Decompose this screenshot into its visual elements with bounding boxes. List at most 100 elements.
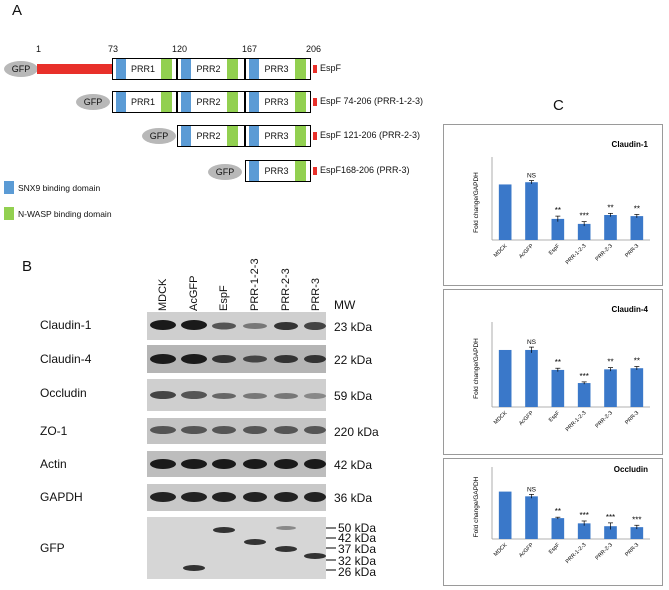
prr2-box: PRR2 bbox=[177, 125, 245, 147]
gfp-tag: GFP bbox=[208, 164, 242, 180]
significance-label: *** bbox=[632, 515, 641, 524]
blot-label: Occludin bbox=[40, 386, 87, 400]
significance-label: *** bbox=[606, 513, 615, 522]
chart-claudin1: Claudin-1 Fold change/GAPDH MDCK NS AcGFP ** E… bbox=[473, 140, 650, 266]
significance-label: NS bbox=[527, 339, 537, 346]
legend-swatch-snx9 bbox=[4, 181, 14, 194]
n-terminal-region bbox=[37, 64, 113, 74]
mw-marker-lines bbox=[326, 527, 336, 571]
bar-PRR-1-2-3 bbox=[577, 523, 591, 539]
x-tick-label: MDCK bbox=[493, 243, 509, 259]
construct-prr-3: EspF168-206 (PRR-3) bbox=[320, 165, 410, 175]
panel-b-label: B bbox=[22, 258, 33, 275]
prr3-box: PRR3 bbox=[245, 160, 311, 182]
x-tick-label: EspF bbox=[548, 542, 562, 556]
lane-header-prr-2-3: PRR-2-3 bbox=[280, 268, 292, 311]
bar-AcGFP bbox=[525, 496, 538, 539]
y-axis-label: Fold change/GAPDH bbox=[473, 172, 480, 233]
significance-label: *** bbox=[579, 372, 588, 381]
x-tick-label: PRR-1-2-3 bbox=[565, 410, 588, 433]
blot-image bbox=[147, 451, 326, 477]
prr1-box: PRR1 bbox=[112, 91, 177, 113]
x-tick-label: EspF bbox=[548, 410, 562, 424]
significance-label: *** bbox=[579, 511, 588, 520]
blot-label: GAPDH bbox=[40, 490, 83, 504]
legend-label-snx9: SNX9 binding domain bbox=[18, 183, 101, 193]
domain-map: 1 73 120 167 206 GFP PRR1 PRR2 PRR3 EspF… bbox=[0, 0, 423, 220]
blot-image bbox=[147, 345, 326, 373]
y-axis-label: Fold change/GAPDH bbox=[473, 476, 480, 537]
significance-label: ** bbox=[555, 358, 561, 367]
significance-label: ** bbox=[555, 507, 561, 516]
lane-header-mdck: MDCK bbox=[157, 278, 169, 311]
x-tick-label: PRR-2-3 bbox=[595, 243, 614, 262]
blot-label: Claudin-4 bbox=[40, 352, 92, 366]
blot-image bbox=[147, 312, 326, 340]
bar-PRR-3 bbox=[630, 527, 644, 539]
construct-prr-2-3: EspF 121-206 (PRR-2-3) bbox=[320, 130, 421, 140]
bar-MDCK bbox=[498, 349, 512, 407]
bar-PRR-1-2-3 bbox=[577, 383, 591, 407]
legend-label-nwasp: N-WASP binding domain bbox=[18, 209, 112, 219]
chart-title: Occludin bbox=[614, 465, 648, 474]
prr3-label: PRR3 bbox=[264, 97, 289, 107]
x-tick-label: PRR-1-2-3 bbox=[565, 243, 588, 266]
x-tick-label: PRR-2-3 bbox=[595, 542, 614, 561]
prr2-box: PRR2 bbox=[177, 91, 245, 113]
blot-label: Claudin-1 bbox=[40, 318, 92, 332]
gfp-tag: GFP bbox=[4, 61, 38, 77]
chart-title: Claudin-1 bbox=[612, 140, 649, 149]
significance-label: NS bbox=[527, 486, 537, 493]
mw-marker: 37 kDa bbox=[338, 542, 377, 556]
significance-label: ** bbox=[634, 357, 640, 366]
prr3-label: PRR3 bbox=[264, 166, 289, 176]
mw-marker: 26 kDa bbox=[338, 565, 377, 579]
bar-MDCK bbox=[498, 184, 512, 240]
blot-image bbox=[147, 484, 326, 511]
bar-PRR-1-2-3 bbox=[577, 223, 591, 240]
prr3-label: PRR3 bbox=[264, 131, 289, 141]
mw-marker: 32 kDa bbox=[338, 554, 377, 568]
blot-image bbox=[147, 379, 326, 411]
blot-mw: 23 kDa bbox=[334, 320, 373, 334]
blot-image bbox=[147, 418, 326, 444]
bar-AcGFP bbox=[525, 349, 538, 407]
x-tick-label: EspF bbox=[548, 243, 562, 257]
gfp-tag: GFP bbox=[76, 94, 110, 110]
pos-167: 167 bbox=[242, 44, 258, 54]
prr1-label: PRR1 bbox=[130, 97, 155, 107]
significance-label: ** bbox=[634, 204, 640, 213]
legend-swatch-nwasp bbox=[4, 207, 14, 220]
construct-prr-1-2-3: EspF 74-206 (PRR-1-2-3) bbox=[320, 96, 424, 106]
prr3-box: PRR3 bbox=[245, 125, 311, 147]
prr1-box: PRR1 bbox=[112, 58, 177, 80]
bar-PRR-2-3 bbox=[604, 369, 617, 407]
chart-title: Claudin-4 bbox=[612, 305, 649, 314]
x-tick-label: AcGFP bbox=[518, 410, 535, 427]
pos-206: 206 bbox=[306, 44, 322, 54]
lane-header-espf: EspF bbox=[218, 285, 230, 311]
construct-espf: EspF bbox=[320, 63, 342, 73]
y-axis-label: Fold change/GAPDH bbox=[473, 338, 480, 399]
blot-label: Actin bbox=[40, 457, 67, 471]
prr3-box: PRR3 bbox=[245, 58, 311, 80]
significance-label: ** bbox=[607, 358, 613, 367]
lane-header-prr-3: PRR-3 bbox=[310, 277, 322, 311]
blot-mw: 36 kDa bbox=[334, 491, 373, 505]
bar-AcGFP bbox=[525, 182, 538, 240]
blot-mw: 22 kDa bbox=[334, 353, 373, 367]
gfp-tag: GFP bbox=[142, 128, 176, 144]
x-tick-label: AcGFP bbox=[518, 243, 535, 260]
x-tick-label: PRR-1-2-3 bbox=[565, 542, 588, 565]
x-tick-label: PRR-3 bbox=[624, 410, 640, 426]
x-tick-label: PRR-3 bbox=[624, 542, 640, 558]
significance-label: ** bbox=[607, 203, 613, 212]
prr3-box: PRR3 bbox=[245, 91, 311, 113]
bar-EspF bbox=[551, 218, 565, 240]
x-tick-label: AcGFP bbox=[518, 542, 535, 559]
prr1-label: PRR1 bbox=[130, 64, 155, 74]
chart-occludin: Occludin Fold change/GAPDH MDCK NS AcGFP ** Es… bbox=[473, 465, 650, 565]
chart-claudin4: Claudin-4 Fold change/GAPDH MDCK NS AcGFP ** E… bbox=[473, 305, 650, 433]
bar-EspF bbox=[551, 369, 565, 407]
prr2-label: PRR2 bbox=[196, 64, 221, 74]
